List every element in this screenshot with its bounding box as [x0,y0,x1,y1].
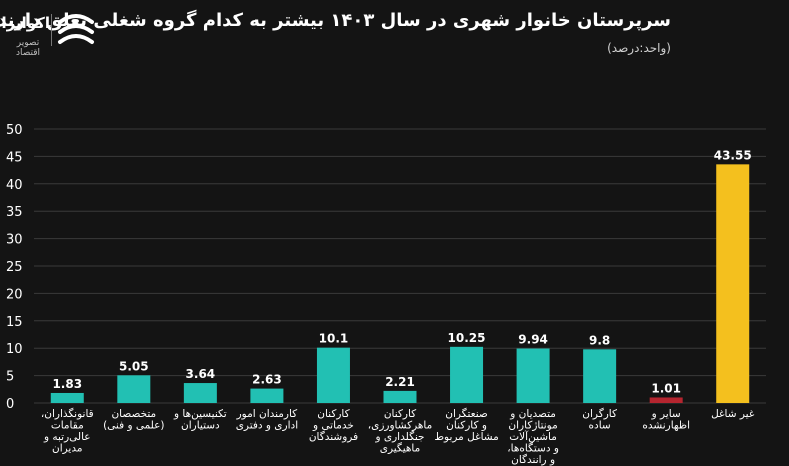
bar-7 [450,346,484,403]
y-tick-label-40: 40 [6,178,23,193]
bar-2 [117,375,151,403]
bar-value-label-11: 43.55 [714,148,752,162]
x-category-line: ماهرکشاورزی، [368,420,433,432]
x-category-line: ماهیگیری [380,442,421,455]
x-category-line: (علمی و فنی) [103,420,164,432]
y-tick-label-5: 5 [6,370,14,385]
bar-value-label-4: 2.63 [252,373,282,387]
y-tick-label-50: 50 [6,123,23,138]
x-category-line: اداری و دفتری [236,420,298,432]
y-tick-label-15: 15 [6,315,23,330]
brand-logo[interactable]: اکوایران تصویر اقتصاد [0,8,106,58]
x-category-label-6: کارکنان ماهرکشاورزی، جنگلداری و ماهیگیری [368,408,433,455]
x-category-line: فروشندگان [309,430,358,443]
x-category-line: مشاغل مربوط [434,431,498,443]
bar-value-label-1: 1.83 [52,377,82,391]
x-category-line: عالی‌رتبه و [43,431,91,443]
y-tick-label-30: 30 [6,233,23,248]
brand-name: اکوایران [0,14,50,32]
bar-value-label-9: 9.8 [589,333,610,347]
x-category-line: و رانندگان [511,453,555,466]
x-category-line: و کارکنان [446,420,487,432]
x-category-line: سایر و [651,408,681,420]
x-category-line: غیر شاغل [711,408,755,420]
x-category-line: تکنیسین‌ها و [173,408,227,420]
y-tick-label-0: 0 [6,397,14,412]
bar-4 [250,388,284,403]
x-category-line: کارگران [582,407,617,420]
x-category-label-1: قانونگذاران، مقامات عالی‌رتبه و مدیران [41,407,94,455]
bar-value-label-5: 10.1 [319,332,349,346]
y-tick-label-20: 20 [6,287,23,302]
x-category-label-5: کارکنان خدماتی و فروشندگان [309,408,358,443]
x-category-line: متصدیان و [509,408,556,420]
bar-value-label-3: 3.64 [186,367,216,381]
bar-10 [649,397,683,403]
x-category-label-9: کارگران ساده [582,407,617,432]
x-category-line: ساده [589,420,611,432]
x-category-line: و دستگاه‌ها، [507,442,559,455]
x-category-label-8: متصدیان و مونتاژکاران ماشین‌آلات و دستگاه‌ه… [507,408,559,466]
x-category-line: متخصصان [111,408,156,420]
bar-9 [583,349,617,403]
bar-8 [516,348,550,403]
x-category-line: خدماتی و [312,420,354,432]
x-category-label-4: کارمندان امور اداری و دفتری [236,408,299,432]
x-category-line: مدیران [52,443,82,455]
x-category-label-7: صنعتگران و کارکنان مشاغل مربوط [434,407,498,443]
x-category-line: اظهارنشده [642,420,690,432]
chart-unit-subtitle: (واحد:درصد) [607,41,671,55]
bar-value-label-10: 1.01 [651,381,681,395]
x-category-label-3: تکنیسین‌ها و دستیاران [173,408,227,432]
x-category-line: مونتاژکاران [508,420,557,432]
bar-value-label-6: 2.21 [385,375,415,389]
chart-header: سرپرستان خانوار شهری در سال ۱۴۰۳ بیشتر ب… [0,0,789,70]
x-category-line: قانونگذاران، [41,407,94,420]
y-tick-label-25: 25 [6,260,23,275]
x-category-line: کارکنان [384,408,416,420]
y-tick-label-45: 45 [6,150,23,165]
bar-value-label-7: 10.25 [448,331,486,345]
bar-1 [50,392,84,403]
bar-11 [716,164,750,403]
x-category-line: دستیاران [181,420,220,432]
bar-3 [183,383,217,403]
bar-6 [383,390,417,403]
x-category-line: مقامات [51,420,84,432]
logo-divider [51,14,52,46]
x-category-line: کارمندان امور [236,408,298,420]
x-category-line: جنگلداری و [374,430,424,443]
x-category-line: کارکنان [317,408,349,420]
x-category-line: صنعتگران [445,407,488,420]
x-category-line: ماشین‌آلات [509,430,557,443]
x-category-label-10: سایر و اظهارنشده [642,408,690,432]
bar-5 [316,347,350,403]
y-tick-label-10: 10 [6,342,23,357]
y-tick-label-35: 35 [6,205,23,220]
ecoiran-logo-icon [58,14,94,44]
bar-value-label-2: 5.05 [119,359,149,373]
brand-tagline: تصویر اقتصاد [15,38,41,58]
x-category-label-2: متخصصان (علمی و فنی) [103,408,164,432]
bar-value-label-8: 9.94 [518,333,548,347]
x-category-label-11: غیر شاغل [711,408,755,420]
